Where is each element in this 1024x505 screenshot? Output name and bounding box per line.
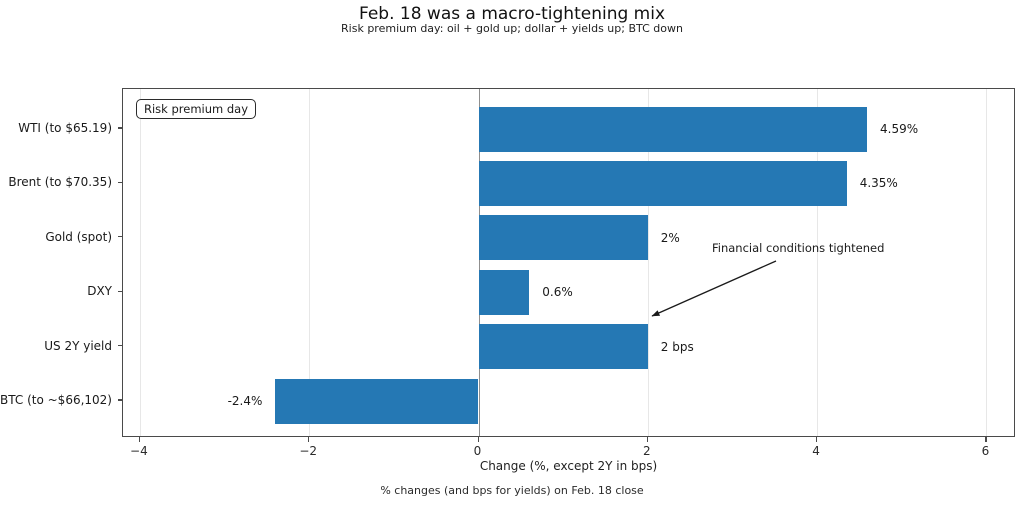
x-tick-mark — [308, 437, 310, 442]
bar — [478, 269, 530, 315]
gridline — [139, 89, 141, 436]
x-tick-label: −2 — [299, 444, 318, 458]
bar — [478, 215, 648, 261]
y-axis-label: Gold (spot) — [45, 229, 112, 244]
y-axis-label: US 2Y yield — [44, 338, 112, 353]
chart-title: Feb. 18 was a macro-tightening mix — [358, 4, 666, 24]
gridline — [817, 89, 819, 436]
plot-area: 4.59% 4.35% 2% 0.6% 2 bps -2.4% Risk premium … — [122, 88, 1015, 437]
x-tick-mark — [477, 437, 479, 442]
bar-value-label: 4.35% — [859, 176, 898, 191]
x-axis-title: Change (%, except 2Y in bps) — [479, 459, 658, 473]
x-tick-mark — [138, 437, 141, 442]
footnote: % changes (and bps for yields) on Feb. 1… — [380, 484, 644, 497]
zero-line — [478, 89, 480, 436]
chart-subtitle: Risk premium day: oil + gold up; dollar … — [341, 22, 683, 35]
y-tick-mark — [118, 236, 122, 238]
y-tick-mark — [118, 127, 122, 129]
bar-value-label: -2.4% — [227, 394, 263, 408]
x-tick-mark — [985, 437, 987, 442]
x-tick-label: 0 — [473, 444, 482, 458]
x-tick-mark — [816, 437, 818, 442]
bar-value-label: 0.6% — [542, 285, 573, 300]
x-tick-label: 4 — [812, 444, 820, 458]
gridline — [309, 89, 311, 436]
x-tick-label: −4 — [130, 444, 148, 458]
x-tick-label: 2 — [642, 444, 651, 458]
y-tick-mark — [118, 181, 122, 183]
gridline — [647, 89, 649, 436]
x-tick-label: 6 — [981, 444, 990, 458]
y-axis-label: BTC (to ~$66,102) — [0, 393, 112, 407]
x-tick-mark — [646, 437, 648, 442]
y-tick-mark — [118, 290, 122, 292]
bar — [478, 324, 648, 370]
y-tick-mark — [118, 399, 122, 401]
bar-value-label: 2% — [660, 230, 680, 245]
gridline — [986, 89, 988, 436]
bar-value-label: 4.59% — [880, 122, 919, 136]
y-axis-label: Brent (to $70.35) — [8, 175, 112, 190]
legend-box: Risk premium day — [136, 99, 257, 119]
bar — [478, 160, 847, 206]
bar-value-label: 2 bps — [660, 339, 694, 354]
y-axis-label: DXY — [87, 284, 112, 299]
bar — [275, 378, 479, 424]
y-tick-mark — [118, 345, 122, 347]
bar — [478, 106, 867, 152]
y-axis-label: WTI (to $65.19) — [18, 121, 112, 135]
annotation-text: Financial conditions tightened — [712, 241, 885, 255]
